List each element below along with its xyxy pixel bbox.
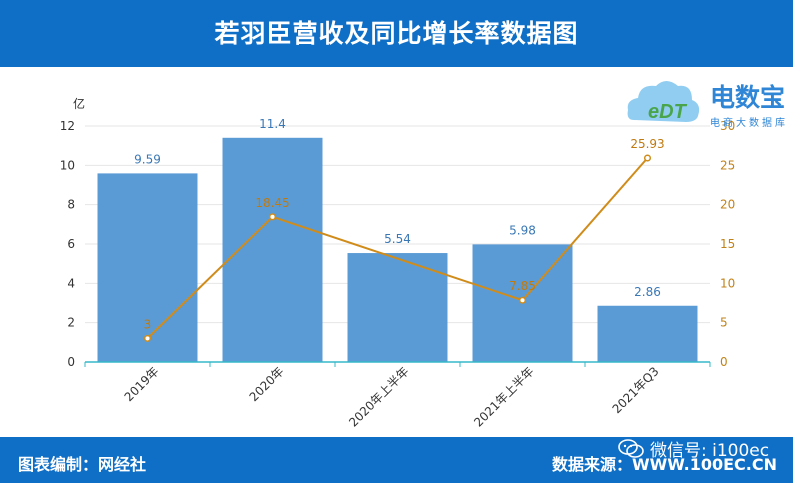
left-axis-tick-label: 8 [67, 198, 75, 212]
left-axis-tick-label: 4 [67, 276, 75, 290]
svg-text:电商大数据库: 电商大数据库 [710, 116, 788, 129]
left-axis-tick-label: 2 [67, 316, 75, 330]
x-axis-category-label: 2021年上半年 [471, 364, 536, 429]
x-axis-category-label: 2021年Q3 [610, 364, 662, 416]
left-axis-tick-label: 10 [60, 158, 75, 172]
growth-line-segment [521, 157, 649, 301]
revenue-growth-chart: 0 2 4 6 8 10 12 0 5 10 15 20 25 30 亿 9.59 11.4 5.54 5.98 2.… [60, 96, 736, 430]
chart-credit: 图表编制：网经社 [18, 455, 147, 474]
right-axis-tick-label: 20 [720, 198, 735, 212]
growth-point [518, 296, 527, 304]
left-axis-tick-label: 6 [67, 237, 75, 251]
chart-title: 若羽臣营收及同比增长率数据图 [214, 19, 579, 48]
bar-value-label: 2.86 [634, 285, 661, 299]
svg-text:电数宝: 电数宝 [710, 83, 785, 112]
growth-point [643, 154, 652, 162]
footer-banner: 图表编制：网经社 数据来源：WWW.100EC.CN [0, 437, 793, 483]
left-axis-unit: 亿 [73, 96, 85, 111]
title-banner: 若羽臣营收及同比增长率数据图 [0, 0, 793, 67]
growth-line-segment [146, 216, 274, 340]
bar [347, 253, 448, 362]
bar [597, 305, 698, 362]
right-axis-tick-label: 5 [720, 316, 728, 330]
svg-text:eDT: eDT [648, 101, 688, 123]
right-axis-tick-label: 15 [720, 237, 735, 251]
growth-point [143, 334, 152, 342]
left-axis-tick-label: 12 [60, 119, 75, 133]
growth-value-label: 25.93 [630, 137, 664, 151]
x-axis-category-label: 2019年 [122, 364, 162, 404]
growth-value-label: 7.85 [509, 279, 536, 293]
right-axis-tick-label: 10 [720, 276, 735, 290]
wechat-id: 微信号: i100ec [650, 441, 770, 461]
bar-value-label: 5.98 [509, 223, 536, 237]
right-axis-tick-label: 25 [720, 158, 735, 172]
growth-value-label: 3 [144, 317, 152, 331]
wechat-icon [618, 438, 644, 458]
wechat-watermark: 微信号: i100ec [618, 436, 769, 461]
growth-value-label: 18.45 [255, 196, 289, 210]
right-axis-tick-label: 30 [720, 119, 735, 133]
left-axis-tick-label: 0 [67, 355, 75, 369]
bar-value-label: 9.59 [134, 152, 161, 166]
right-axis-tick-label: 0 [720, 355, 728, 369]
bar [97, 173, 198, 362]
dianshubao-logo: eDT 电数宝 电商大数据库 [626, 70, 791, 132]
bar-value-label: 11.4 [259, 117, 286, 131]
x-axis-category-label: 2020年 [247, 364, 287, 404]
growth-point [268, 213, 277, 221]
growth-line-segment [272, 215, 523, 302]
data-source: 数据来源：WWW.100EC.CN [551, 455, 777, 474]
x-axis-category-label: 2020年上半年 [346, 364, 411, 429]
bar-value-label: 5.54 [384, 232, 411, 246]
